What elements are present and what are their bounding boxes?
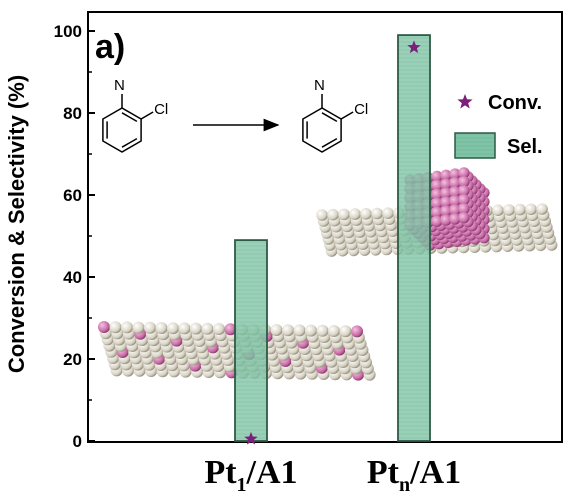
substituent-1: N [314,77,325,94]
bond [140,111,154,120]
support-atom [190,322,202,335]
support-atom [316,209,328,221]
pt-atom [440,169,452,181]
support-atom [360,208,372,220]
pt-atom [351,325,363,338]
sel-bar-2 [397,34,431,442]
support-atom [382,207,394,219]
pt-atom [440,196,452,208]
support-atom [327,208,339,221]
support-atom [305,324,317,337]
pt-atom [458,194,470,206]
double-bond [121,112,138,123]
y-tick-label: 60 [63,186,82,205]
double-bond [321,137,338,148]
pt-atom [440,187,452,199]
pt-atom [458,167,470,179]
legend-bar-swatch [454,132,496,159]
support-atom [339,325,352,338]
support-atom [525,203,537,216]
support-atom [155,322,168,334]
bars [234,34,431,442]
x-category-labels: Pt1/A1 Ptn/A1 [204,454,461,496]
legend-star-icon [457,94,473,109]
pt-atom [431,170,443,182]
support-atom [178,322,191,335]
support-atom [328,325,340,337]
pt-atom [449,195,461,207]
catalyst-illustrations [98,167,558,381]
x-category-label-1: Pt1/A1 [204,454,297,496]
product-structure: N Cl [302,77,368,153]
support-atom [503,204,515,216]
pt-atom [449,177,461,189]
support-atom [349,208,361,220]
pt-atom [458,212,470,224]
pt-atom [431,197,443,209]
pt-atom [431,179,443,191]
y-axis-title: Conversion & Selectivity (%) [4,75,29,373]
pt-atom [449,186,461,198]
pt-atom [458,203,470,215]
sel-bar-1 [234,239,268,442]
substituent-2: Cl [154,101,168,118]
support-atom [492,204,504,216]
support-atom [132,321,145,334]
support-atom [293,324,306,337]
pt-atom [431,188,443,200]
panel-label: a) [95,28,125,66]
plot-frame [87,11,563,443]
support-atom [282,324,294,337]
conv-star-2 [407,40,421,54]
legend: Conv. Sel. [454,92,543,159]
substituent-1: N [114,77,125,94]
pt-atom [431,206,443,218]
y-tick-label: 20 [63,350,82,369]
support-atom [213,323,225,335]
pt-atom [431,215,443,227]
pt-atom [449,213,461,225]
pt-atom [224,323,237,336]
x-category-label-2: Ptn/A1 [367,454,461,496]
support-atom [316,324,329,337]
y-axis-ticks: 0 20 40 60 80 100 [54,22,95,451]
pt-atom [449,168,461,180]
legend-conv-label: Conv. [488,92,542,114]
support-atom [167,322,179,335]
pt-atom [449,204,461,216]
y-tick-label: 40 [63,268,82,287]
support-atom [201,322,214,335]
reaction-scheme: N Cl N Cl [102,77,368,153]
support-atom [144,321,156,334]
y-tick-label: 0 [73,432,82,451]
plot-border [87,11,563,443]
conversion-markers [244,40,421,445]
y-tick-label: 100 [54,22,82,41]
support-atom [270,324,283,336]
support-atom [109,321,122,334]
legend-sel-label: Sel. [507,136,543,158]
y-tick-label: 80 [63,104,82,123]
conv-star-1 [244,431,258,445]
benzene-ring [102,107,142,153]
pt-atom [98,321,110,333]
double-bond [321,112,338,123]
support-atom [338,208,350,221]
benzene-ring [302,107,342,153]
bond [340,111,354,120]
pt-atom [458,185,470,197]
substituent-2: Cl [354,101,368,118]
double-bond [121,137,138,148]
support-atom [514,203,526,216]
pt-atom [440,178,452,190]
support-atom [121,321,133,334]
support-atom [536,203,548,215]
pt-atom [440,205,452,217]
support-atom [371,207,383,220]
pt-atom [458,176,470,188]
pt-atom [440,214,452,226]
reactant-structure: N Cl [102,77,168,153]
